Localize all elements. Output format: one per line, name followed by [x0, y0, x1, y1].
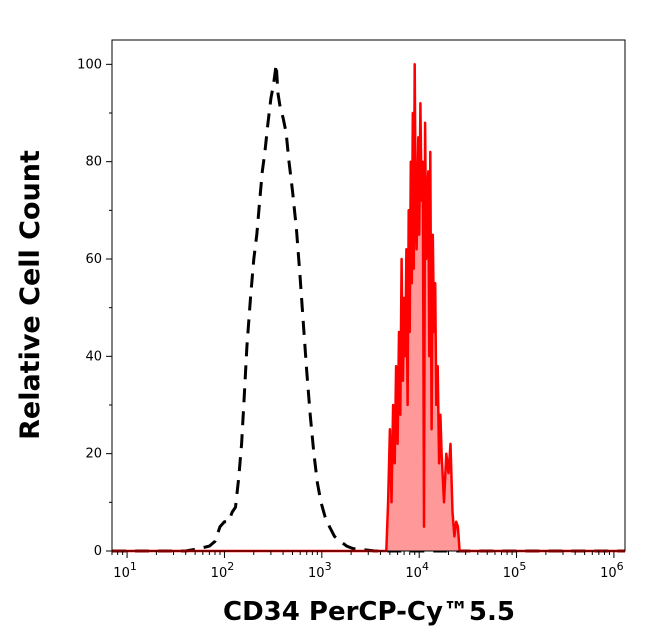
y-tick-label-80: 80 [85, 155, 102, 170]
x-axis-label: CD34 PerCP-Cy™5.5 [223, 597, 515, 627]
y-tick-label-60: 60 [85, 252, 102, 267]
y-tick-label-40: 40 [85, 349, 102, 364]
x-tick-label-4: 105 [503, 560, 527, 581]
y-axis-label: Relative Cell Count [15, 150, 46, 440]
x-tick-label-2: 103 [308, 560, 332, 581]
x-tick-label-1: 102 [211, 560, 235, 581]
y-tick-label-0: 0 [94, 544, 102, 559]
y-tick-label-20: 20 [85, 447, 102, 462]
x-tick-label-5: 106 [600, 560, 624, 581]
x-tick-label-3: 104 [405, 560, 429, 581]
axis-layer: 0 20 40 60 80 100 101 102 103 104 105 106 [77, 57, 624, 581]
series-layer [112, 62, 625, 553]
series-0-line [112, 62, 625, 553]
plot-frame [111, 39, 626, 552]
series-1-line [112, 63, 625, 553]
series-1-area [112, 64, 625, 552]
x-tick-label-0: 101 [113, 560, 137, 581]
y-tick-label-100: 100 [77, 57, 102, 72]
